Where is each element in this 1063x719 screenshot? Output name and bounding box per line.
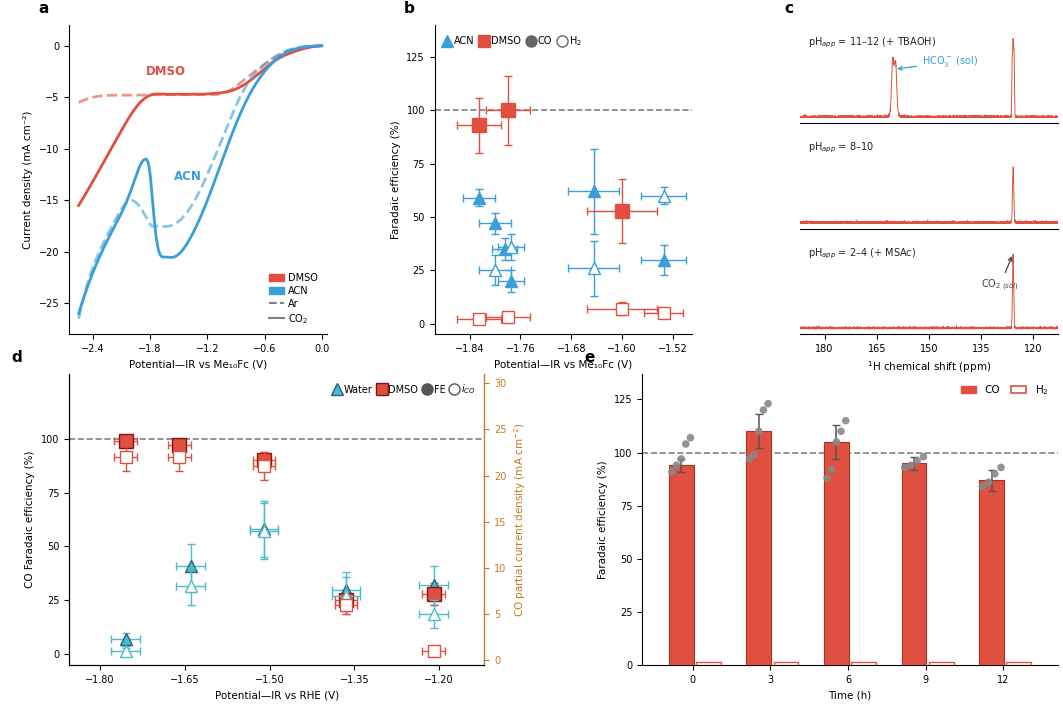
Bar bbox=[901, 463, 927, 665]
Bar bbox=[774, 662, 798, 665]
Bar bbox=[851, 662, 876, 665]
Point bbox=[677, 439, 694, 450]
X-axis label: Time (h): Time (h) bbox=[828, 690, 872, 700]
Point bbox=[663, 466, 680, 477]
Point bbox=[682, 432, 699, 444]
Point bbox=[896, 462, 913, 473]
Point bbox=[673, 453, 690, 464]
Y-axis label: CO partial current density (mA cm$^{-2}$): CO partial current density (mA cm$^{-2}$… bbox=[512, 422, 528, 617]
Text: e: e bbox=[585, 350, 594, 365]
Point bbox=[986, 468, 1003, 480]
Text: d: d bbox=[11, 350, 21, 365]
Bar bbox=[696, 662, 721, 665]
Point bbox=[823, 464, 840, 475]
Point bbox=[668, 459, 685, 471]
Text: DMSO: DMSO bbox=[146, 65, 185, 78]
Text: HCO$_3^-$ (sol): HCO$_3^-$ (sol) bbox=[898, 54, 978, 70]
Y-axis label: Faradaic efficiency (%): Faradaic efficiency (%) bbox=[391, 121, 401, 239]
Text: a: a bbox=[38, 1, 49, 16]
Point bbox=[832, 426, 849, 437]
Text: pH$_{app}$ = 11–12 (+ TBAOH): pH$_{app}$ = 11–12 (+ TBAOH) bbox=[808, 35, 937, 50]
Point bbox=[819, 472, 836, 484]
Bar bbox=[746, 431, 771, 665]
Text: pH$_{app}$ = 2–4 (+ MSAc): pH$_{app}$ = 2–4 (+ MSAc) bbox=[808, 247, 916, 261]
Bar bbox=[979, 480, 1005, 665]
Point bbox=[828, 436, 845, 448]
Point bbox=[974, 481, 991, 493]
Bar bbox=[669, 465, 693, 665]
X-axis label: Potential—IR vs Me₁₀Fc (V): Potential—IR vs Me₁₀Fc (V) bbox=[494, 360, 632, 370]
Text: b: b bbox=[404, 1, 415, 16]
Bar bbox=[824, 442, 849, 665]
Legend: Water, DMSO, FE, $i_{CO}$: Water, DMSO, FE, $i_{CO}$ bbox=[330, 379, 479, 400]
Point bbox=[902, 459, 919, 471]
Point bbox=[745, 449, 762, 460]
Y-axis label: Current density (mA cm⁻²): Current density (mA cm⁻²) bbox=[23, 111, 33, 249]
Y-axis label: Faradaic efficiency (%): Faradaic efficiency (%) bbox=[598, 460, 608, 579]
Y-axis label: CO Faradaic efficiency (%): CO Faradaic efficiency (%) bbox=[26, 451, 35, 588]
Text: c: c bbox=[784, 1, 794, 17]
Legend: DMSO, ACN, Ar, CO$_2$: DMSO, ACN, Ar, CO$_2$ bbox=[266, 269, 322, 329]
Point bbox=[838, 415, 855, 426]
Bar bbox=[929, 662, 954, 665]
Text: pH$_{app}$ = 8–10: pH$_{app}$ = 8–10 bbox=[808, 141, 874, 155]
Point bbox=[909, 455, 926, 467]
X-axis label: $^1$H chemical shift (ppm): $^1$H chemical shift (ppm) bbox=[866, 360, 991, 375]
Point bbox=[980, 477, 997, 488]
Legend: ACN, DMSO, CO, H$_2$: ACN, DMSO, CO, H$_2$ bbox=[439, 30, 586, 52]
Point bbox=[750, 426, 767, 437]
Point bbox=[993, 462, 1010, 473]
Point bbox=[755, 404, 772, 416]
X-axis label: Potential—IR vs RHE (V): Potential—IR vs RHE (V) bbox=[215, 690, 339, 700]
Point bbox=[760, 398, 777, 409]
Text: CO$_{2\ (sol)}$: CO$_{2\ (sol)}$ bbox=[981, 257, 1018, 293]
Text: ACN: ACN bbox=[174, 170, 202, 183]
Bar bbox=[1007, 662, 1031, 665]
Point bbox=[915, 451, 932, 462]
Legend: CO, H$_2$: CO, H$_2$ bbox=[957, 379, 1052, 401]
X-axis label: Potential—IR vs Me₁₀Fc (V): Potential—IR vs Me₁₀Fc (V) bbox=[129, 360, 267, 370]
Point bbox=[741, 453, 758, 464]
